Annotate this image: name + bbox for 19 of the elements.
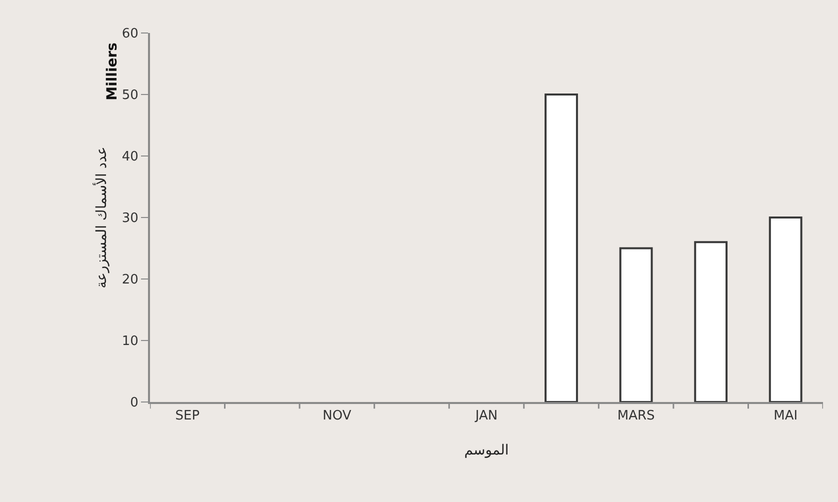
x-tick-label: JAN [474,408,498,424]
y-axis-title: عدد الأسماك المستزرعة [92,146,110,288]
y-tick-label: 20 [122,272,138,288]
y-tick-label: 0 [130,396,138,411]
bar [768,216,802,402]
bar [694,241,728,402]
x-tick-label: SEP [175,408,200,424]
y-tick-label: 30 [122,211,138,226]
y-tick-label: 40 [122,150,138,165]
y-tick-label: 60 [122,26,138,42]
bar [619,247,653,402]
x-tick-label: MARS [617,408,655,424]
bar [544,94,578,402]
x-tick-label: MAI [774,408,798,424]
text: Milliers [104,42,121,100]
y-tick-label: 10 [122,334,138,350]
x-tick-label: NOV [322,408,352,424]
y-tick-label: 50 [122,88,138,104]
x-axis-title: الموسم [464,442,509,458]
